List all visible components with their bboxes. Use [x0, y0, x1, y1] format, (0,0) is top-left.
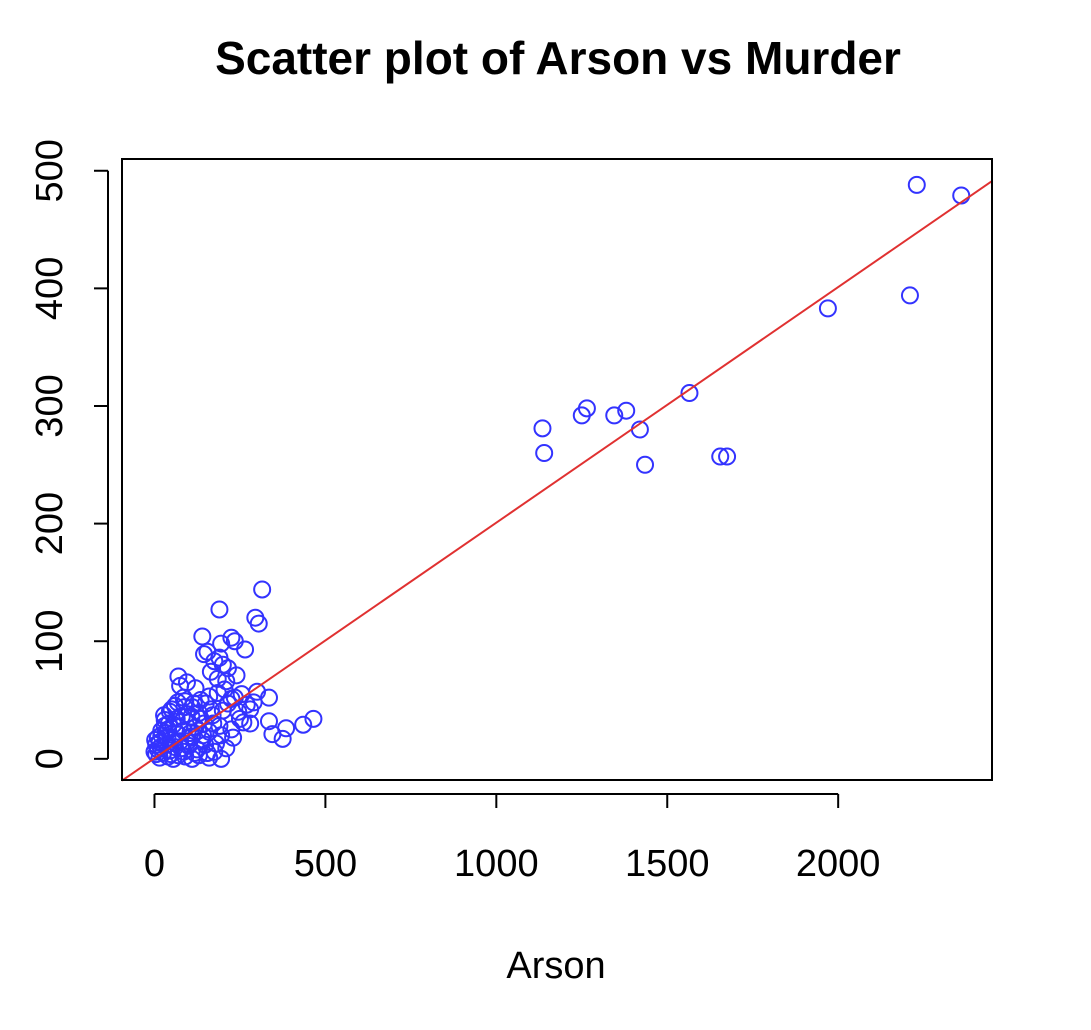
data-point [617, 401, 636, 420]
data-point [191, 691, 210, 710]
data-point [259, 712, 278, 731]
data-point [229, 702, 248, 721]
data-point [304, 709, 323, 728]
data-point [194, 726, 213, 745]
regression-line [121, 180, 993, 782]
scatter-points [145, 175, 971, 768]
data-point [168, 693, 187, 712]
data-point [605, 406, 624, 425]
x-tick-label: 1500 [625, 843, 710, 885]
data-point [818, 299, 837, 318]
y-tick-label: 300 [29, 374, 71, 437]
data-point [636, 455, 655, 474]
data-point [263, 725, 282, 744]
data-point [210, 600, 229, 619]
data-point [174, 688, 193, 707]
y-tick-label: 400 [29, 257, 71, 320]
data-point [217, 672, 236, 691]
data-point [241, 714, 260, 733]
data-point [900, 286, 919, 305]
y-tick-label: 0 [29, 748, 71, 769]
y-axis: 0 100 200 300 400 500 [29, 139, 109, 769]
data-point [222, 628, 241, 647]
data-point [200, 687, 219, 706]
data-point [249, 614, 268, 633]
data-point [189, 721, 208, 740]
data-point [182, 707, 201, 726]
data-point [533, 419, 552, 438]
y-tick-label: 200 [29, 492, 71, 555]
data-point [907, 175, 926, 194]
y-tick-label: 500 [29, 139, 71, 202]
data-point [227, 666, 246, 685]
fit-line-layer [121, 180, 993, 782]
data-point [535, 444, 554, 463]
x-tick-label: 0 [144, 843, 165, 885]
data-point [273, 729, 292, 748]
x-tick-label: 1000 [454, 843, 539, 885]
chart-title: Scatter plot of Arson vs Murder [215, 32, 901, 84]
data-point [205, 652, 224, 671]
data-point [244, 693, 263, 712]
data-point [711, 447, 730, 466]
x-tick-label: 2000 [796, 843, 881, 885]
data-point [236, 640, 255, 659]
y-tick-label: 100 [29, 610, 71, 673]
data-point [253, 580, 272, 599]
data-point [718, 447, 737, 466]
data-point [680, 384, 699, 403]
plot-frame [121, 158, 993, 781]
data-point [222, 720, 241, 739]
data-point [159, 714, 178, 733]
data-point [572, 406, 591, 425]
data-point [294, 715, 313, 734]
x-axis: 0 500 1000 1500 2000 [144, 793, 881, 885]
x-tick-label: 500 [294, 843, 357, 885]
data-point [150, 748, 169, 767]
data-point [212, 634, 231, 653]
x-axis-label: Arson [506, 945, 605, 987]
data-point [201, 700, 220, 719]
